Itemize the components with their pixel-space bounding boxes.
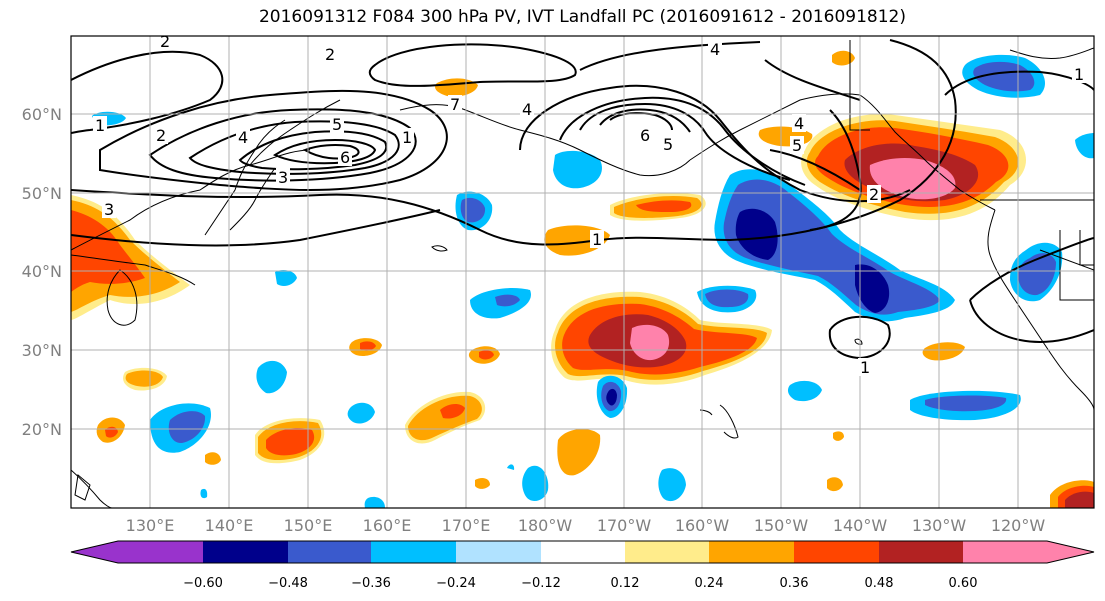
lon-label: 150°W: [754, 516, 809, 535]
contour-label: 6: [640, 126, 650, 145]
colorbar-outline: [70, 540, 1095, 564]
contour-label: 3: [278, 168, 288, 187]
lon-label: 170°E: [442, 516, 491, 535]
lat-label: 50°N: [22, 184, 62, 203]
map-frame: [70, 35, 1095, 509]
lon-label: 160°E: [363, 516, 412, 535]
contour-label: 1: [95, 116, 105, 135]
colorbar-segment: [541, 541, 625, 563]
colorbar-tick-label: −0.36: [351, 576, 391, 591]
colorbar-tick-label: −0.12: [521, 576, 561, 591]
contour-label: 5: [792, 136, 802, 155]
colorbar-segment: [288, 541, 371, 563]
lat-label: 40°N: [22, 262, 62, 281]
colorbar-segment: [794, 541, 879, 563]
map-title: 2016091312 F084 300 hPa PV, IVT Landfall…: [258, 7, 906, 27]
lon-label: 170°W: [597, 516, 652, 535]
colorbar-tick-label: 0.48: [865, 576, 894, 591]
lat-label: 60°N: [22, 105, 62, 124]
contour-label: 6: [340, 148, 350, 167]
contour-label: 7: [450, 95, 460, 114]
shading-layer: [71, 50, 1094, 508]
pv-contours: [71, 39, 1094, 360]
contour-label: 5: [332, 115, 342, 134]
contour-label: 4: [238, 128, 248, 147]
colorbar-segment: [203, 541, 288, 563]
contour-label: 1: [402, 128, 412, 147]
contour-label-group: 2 4 1 2 4 6 3 3 1 5 6 5 4 5: [93, 32, 1086, 377]
colorbar-segment: [963, 541, 1047, 563]
contour-label: 3: [104, 200, 114, 219]
contour-label: 2: [160, 32, 170, 51]
contour-label: 4: [794, 114, 804, 133]
colorbar-tick-label: −0.60: [183, 576, 223, 591]
colorbar-tick-label: 0.24: [695, 576, 724, 591]
longitude-labels: 130°E 140°E 150°E 160°E 170°E 180°W 170°…: [126, 516, 1046, 535]
colorbar-tick-label: 0.12: [611, 576, 640, 591]
contour-label: 1: [860, 358, 870, 377]
lon-label: 130°W: [912, 516, 967, 535]
contour-label: 4: [522, 100, 532, 119]
colorbar-tick-label: 0.60: [949, 576, 978, 591]
lat-label: 30°N: [22, 341, 62, 360]
colorbar-tick-label: −0.48: [268, 576, 308, 591]
lon-label: 140°E: [205, 516, 254, 535]
contour-label: 1: [1074, 65, 1084, 84]
graticule: [71, 36, 1094, 508]
colorbar-segment: [879, 541, 963, 563]
colorbar-segment: [625, 541, 709, 563]
contour-label: 5: [663, 135, 673, 154]
colorbar-segment: [118, 541, 203, 563]
lat-label: 20°N: [22, 420, 62, 439]
colorbar-tick-label: −0.24: [436, 576, 476, 591]
contour-label: 2: [869, 185, 879, 204]
colorbar-segment: [456, 541, 541, 563]
lon-label: 160°W: [675, 516, 730, 535]
lon-label: 180°W: [518, 516, 573, 535]
lon-label: 150°E: [284, 516, 333, 535]
contour-label: 4: [710, 40, 720, 59]
colorbar-segment: [371, 541, 456, 563]
colorbar-segment: [71, 541, 118, 563]
latitude-labels: 60°N 50°N 40°N 30°N 20°N: [22, 105, 62, 439]
contour-label: 2: [325, 45, 335, 64]
lon-label: 120°W: [991, 516, 1046, 535]
contour-label: 2: [156, 126, 166, 145]
lon-label: 140°W: [833, 516, 888, 535]
colorbar: [70, 540, 1095, 564]
colorbar-segment: [1047, 541, 1094, 563]
lon-label: 130°E: [126, 516, 175, 535]
contour-label: 1: [592, 230, 602, 249]
colorbar-segment: [709, 541, 794, 563]
colorbar-labels: −0.60 −0.48 −0.36 −0.24 −0.12 0.12 0.24 …: [183, 576, 977, 591]
colorbar-tick-label: 0.36: [780, 576, 809, 591]
